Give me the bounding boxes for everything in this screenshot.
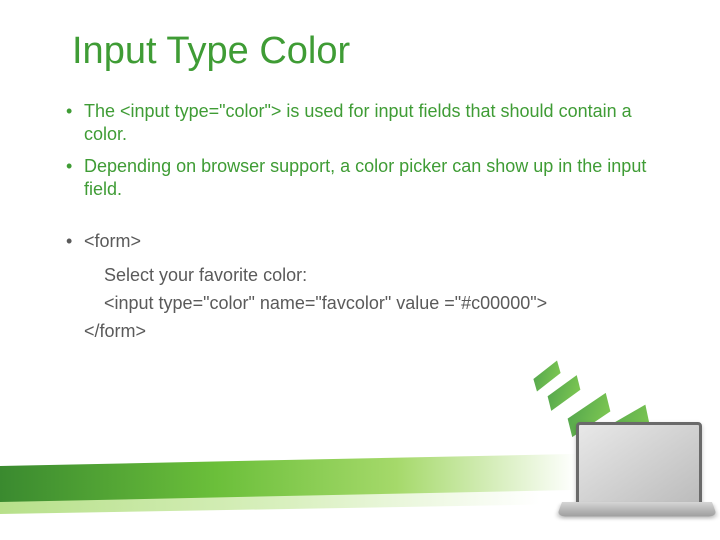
laptop-screen xyxy=(576,422,702,506)
laptop-base xyxy=(557,502,718,517)
code-bullet-list: <form> xyxy=(60,230,650,253)
bullet-item-1: The <input type="color"> is used for inp… xyxy=(60,100,650,145)
bullet-item-form-open: <form> xyxy=(60,230,650,253)
slide-title: Input Type Color xyxy=(72,30,350,73)
code-line-input: <input type="color" name="favcolor" valu… xyxy=(60,291,650,315)
spacer xyxy=(60,210,650,230)
laptop-graphic xyxy=(532,384,712,534)
slide-content: The <input type="color"> is used for inp… xyxy=(60,100,650,343)
decor-shard xyxy=(548,375,581,411)
code-line-label: Select your favorite color: xyxy=(60,263,650,287)
bullet-list: The <input type="color"> is used for inp… xyxy=(60,100,650,200)
slide: Input Type Color The <input type="color"… xyxy=(0,0,720,540)
bullet-item-2: Depending on browser support, a color pi… xyxy=(60,155,650,200)
decor-shard xyxy=(533,361,560,392)
code-line-form-close: </form> xyxy=(60,319,650,343)
